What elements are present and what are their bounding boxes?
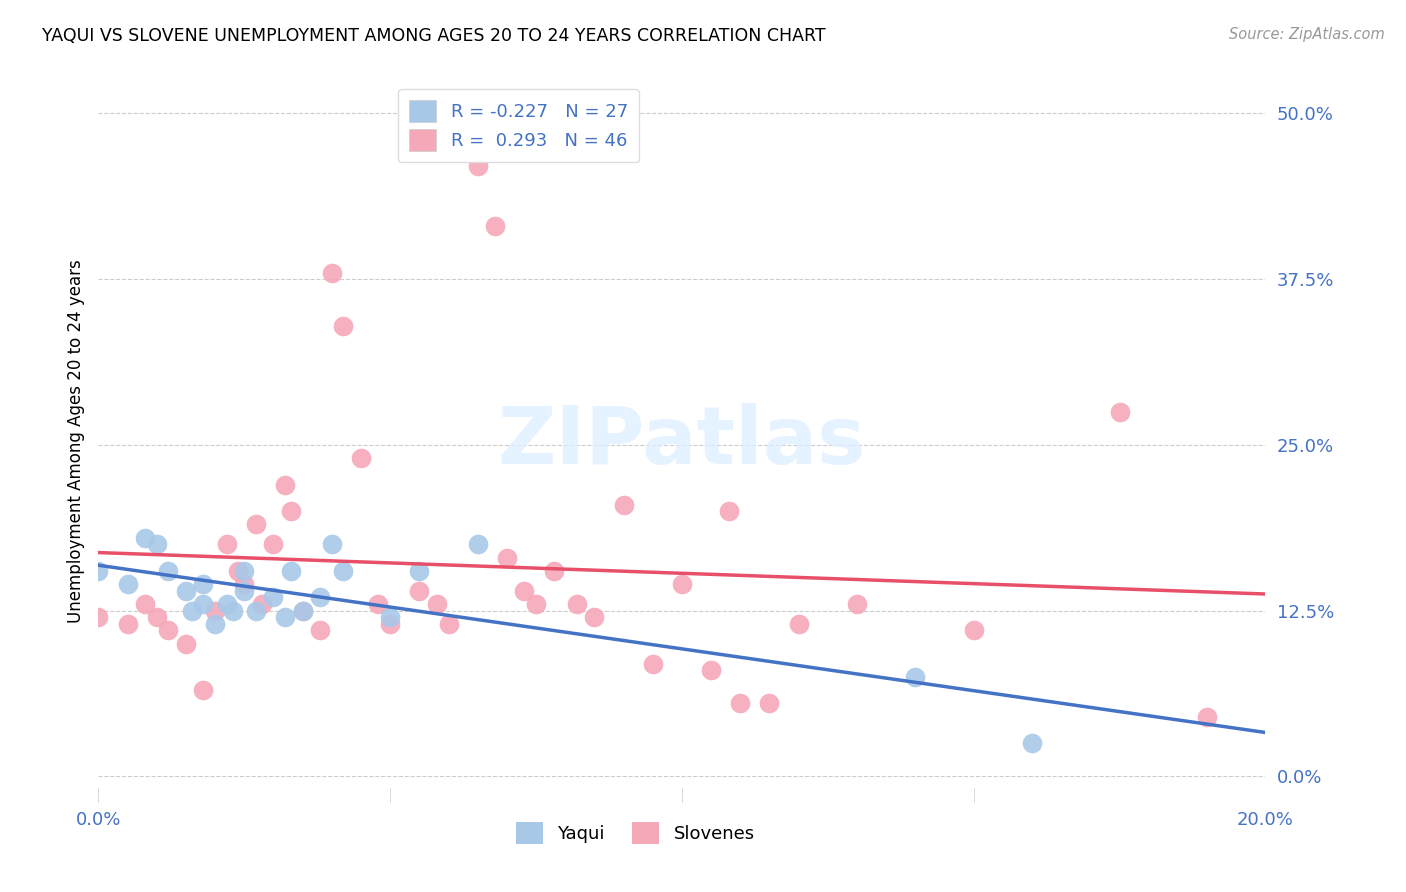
Point (408, 583, 430, 598)
Point (565, 597, 588, 611)
Point (157, 564, 180, 578)
Text: YAQUI VS SLOVENE UNEMPLOYMENT AMONG AGES 20 TO 24 YEARS CORRELATION CHART: YAQUI VS SLOVENE UNEMPLOYMENT AMONG AGES… (42, 27, 825, 45)
Point (496, 550, 519, 565)
Point (426, 597, 449, 611)
Point (134, 531, 156, 545)
Point (117, 577, 139, 591)
Point (467, 537, 489, 551)
Point (262, 537, 284, 551)
Point (962, 624, 984, 638)
Point (321, 266, 343, 280)
Point (524, 597, 547, 611)
Point (274, 477, 297, 491)
Point (408, 564, 430, 578)
Legend: Yaqui, Slovenes: Yaqui, Slovenes (509, 815, 762, 852)
Point (174, 637, 197, 651)
Point (291, 603, 314, 617)
Point (233, 583, 256, 598)
Point (787, 616, 810, 631)
Point (437, 616, 460, 631)
Point (904, 670, 927, 684)
Point (1195, 709, 1218, 723)
Point (543, 564, 565, 578)
Point (700, 663, 723, 677)
Point (233, 577, 256, 591)
Point (730, 697, 752, 711)
Point (245, 517, 267, 532)
Point (612, 498, 634, 512)
Point (204, 616, 226, 631)
Point (467, 160, 489, 174)
Point (1108, 405, 1130, 419)
Point (758, 697, 780, 711)
Point (193, 597, 215, 611)
Point (332, 318, 354, 333)
Point (309, 591, 332, 605)
Point (717, 504, 740, 518)
Y-axis label: Unemployment Among Ages 20 to 24 years: Unemployment Among Ages 20 to 24 years (66, 260, 84, 624)
Point (513, 583, 536, 598)
Point (193, 577, 215, 591)
Point (174, 583, 197, 598)
Text: ZIPatlas: ZIPatlas (498, 402, 866, 481)
Point (193, 683, 215, 698)
Point (321, 537, 343, 551)
Point (332, 564, 354, 578)
Point (641, 657, 664, 671)
Point (274, 610, 297, 624)
Point (484, 219, 506, 233)
Point (846, 597, 869, 611)
Point (671, 577, 693, 591)
Point (280, 504, 302, 518)
Point (204, 603, 226, 617)
Point (87, 610, 110, 624)
Point (250, 597, 273, 611)
Point (233, 564, 256, 578)
Point (87, 564, 110, 578)
Text: Source: ZipAtlas.com: Source: ZipAtlas.com (1229, 27, 1385, 42)
Point (228, 564, 250, 578)
Point (309, 624, 332, 638)
Point (134, 597, 156, 611)
Point (221, 603, 243, 617)
Point (157, 624, 180, 638)
Point (180, 603, 202, 617)
Point (1021, 736, 1043, 750)
Point (215, 597, 238, 611)
Point (291, 603, 314, 617)
Point (350, 451, 373, 466)
Point (146, 537, 169, 551)
Point (245, 603, 267, 617)
Point (380, 610, 402, 624)
Point (280, 564, 302, 578)
Point (583, 610, 606, 624)
Point (262, 591, 284, 605)
Point (117, 616, 139, 631)
Point (146, 610, 169, 624)
Point (215, 537, 238, 551)
Point (367, 597, 389, 611)
Point (380, 616, 402, 631)
